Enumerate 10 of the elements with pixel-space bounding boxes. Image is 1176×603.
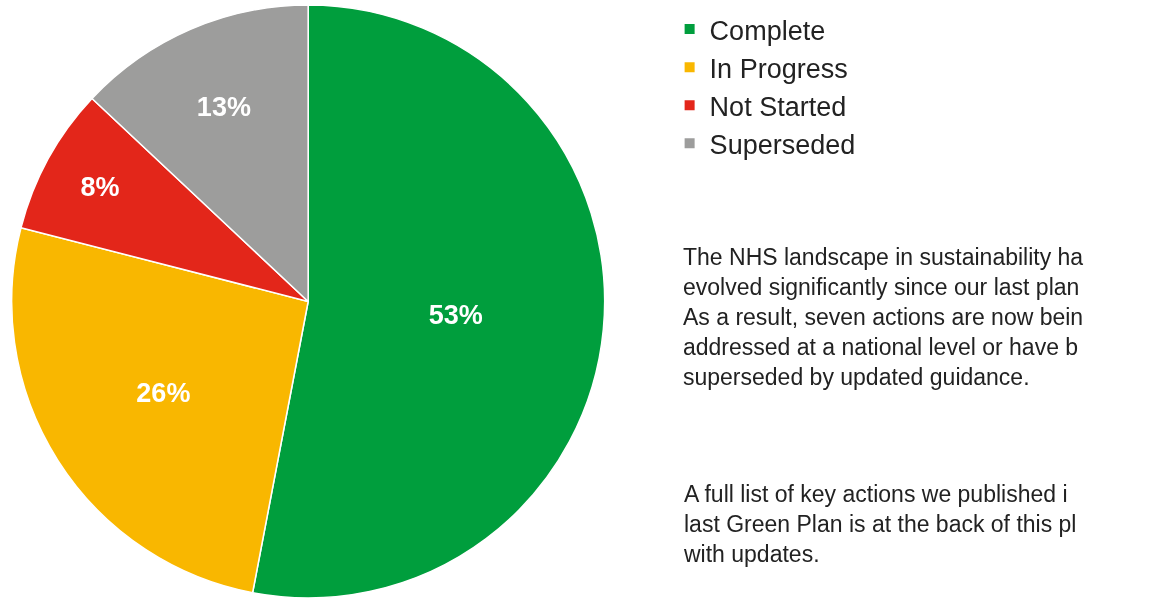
legend-label: In Progress [709, 53, 848, 84]
data-label: 26% [136, 378, 191, 409]
text: A full list of key actions we published i last Green Plan is at the back of this pl with updates. [683, 481, 1077, 567]
data-label: 53% [428, 300, 483, 331]
text: The NHS landscape in sustainability ha evolved significantly since our last plan As a result, seven actions are now bein addressed at a national level or have b superseded by updated guidance. [683, 244, 1084, 390]
legend-label: Not Started [709, 91, 847, 122]
legend-label: Superseded [709, 129, 856, 160]
data-label: 8% [80, 172, 120, 203]
legend-label: Complete [709, 15, 826, 46]
data-label: 13% [196, 91, 251, 122]
